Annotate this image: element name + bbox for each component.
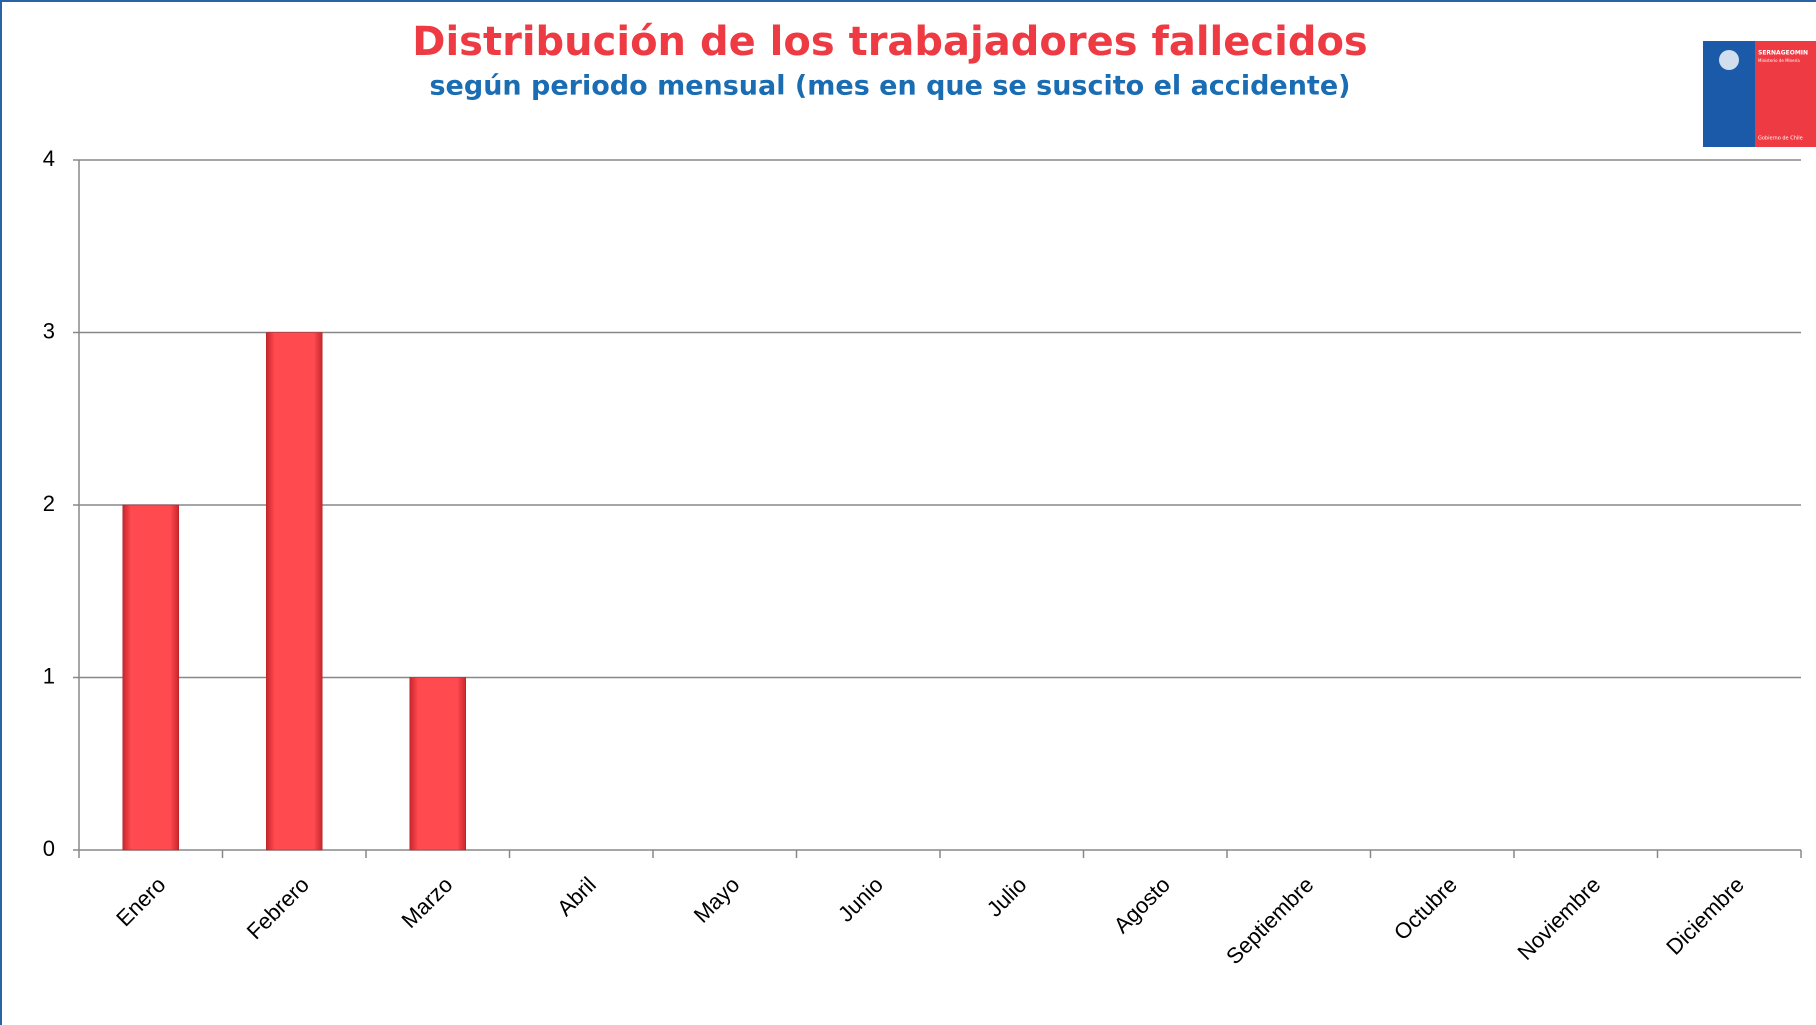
logo-ministry: Ministerio de Minería: [1758, 58, 1800, 63]
y-tick-label: 0: [43, 836, 55, 861]
x-tick-label: Septiembre: [1221, 872, 1318, 969]
x-tick-label: Febrero: [242, 872, 314, 944]
bar: [409, 677, 466, 851]
x-tick-label: Mayo: [689, 872, 745, 928]
logo-name: SERNAGEOMIN: [1758, 50, 1808, 57]
x-tick-label: Diciembre: [1661, 872, 1749, 960]
x-tick-label: Marzo: [396, 872, 457, 933]
x-tick-label: Agosto: [1109, 872, 1175, 938]
y-tick-label: 2: [43, 491, 55, 516]
x-tick-label: Enero: [111, 872, 170, 931]
logo-emblem: [1719, 50, 1739, 70]
bar: [266, 332, 323, 851]
y-tick-label: 4: [43, 146, 55, 171]
x-tick-label: Abril: [552, 872, 601, 921]
y-tick-label: 3: [43, 318, 55, 343]
logo-red: [1755, 41, 1816, 147]
x-tick-label: Junio: [833, 872, 888, 927]
bar: [122, 504, 179, 851]
logo: SERNAGEOMIN Ministerio de Minería Gobier…: [1703, 41, 1816, 147]
logo-government: Gobierno de Chile: [1758, 136, 1803, 142]
x-tick-label: Noviembre: [1512, 872, 1605, 965]
x-tick-label: Julio: [982, 872, 1032, 922]
chart-title: Distribución de los trabajadores falleci…: [412, 19, 1367, 65]
x-tick-label: Octubre: [1389, 872, 1462, 945]
chart-subtitle: según periodo mensual (mes en que se sus…: [429, 71, 1350, 102]
y-tick-label: 1: [43, 663, 55, 688]
